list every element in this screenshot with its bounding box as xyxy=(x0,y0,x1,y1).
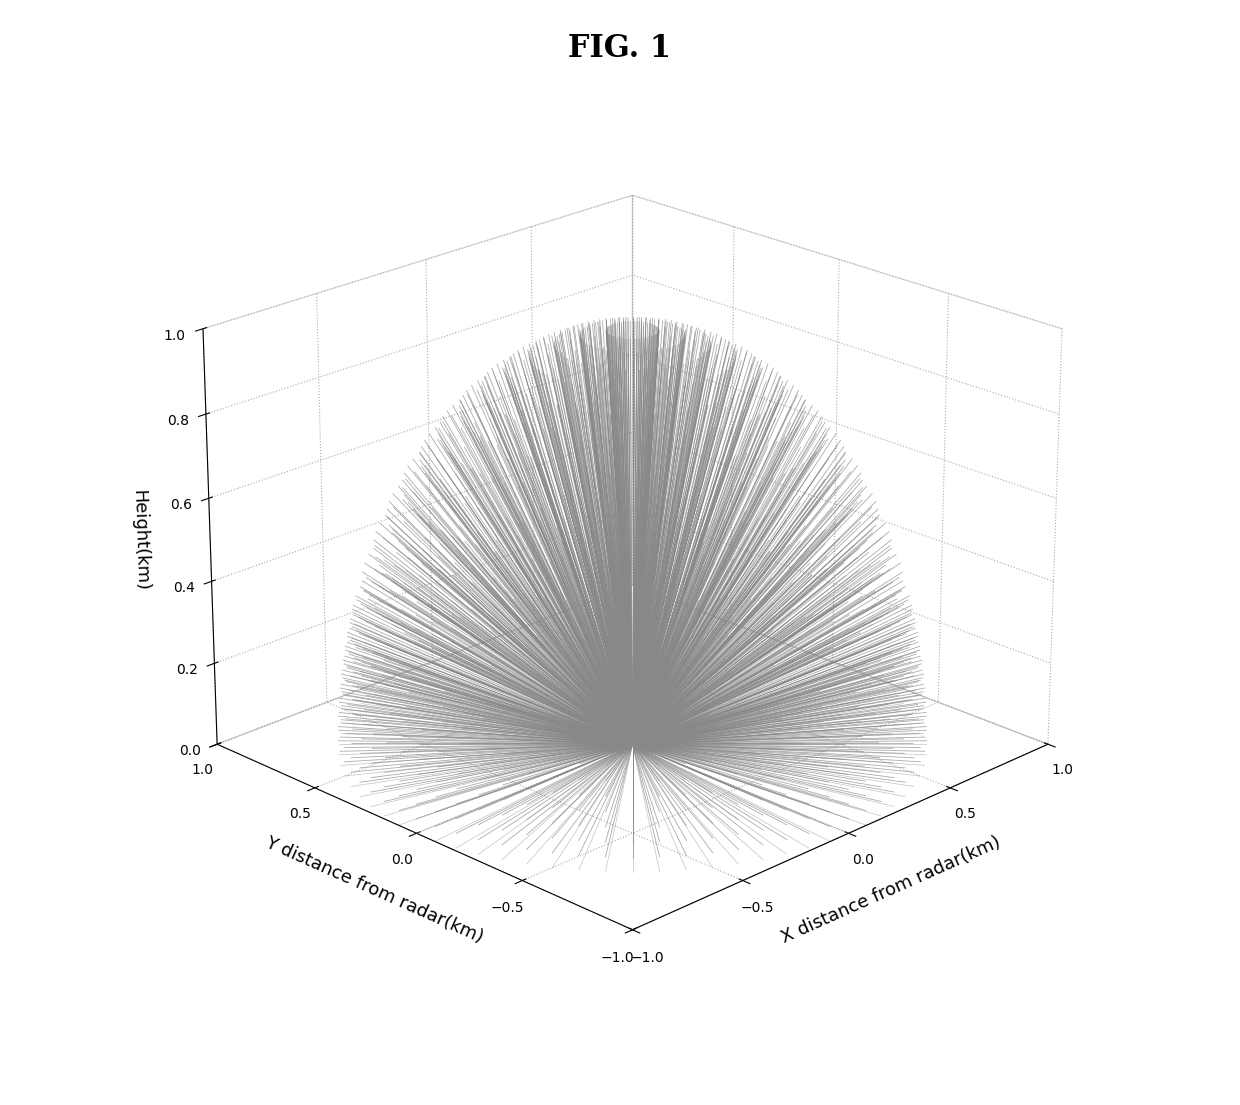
Y-axis label: Y distance from radar(km): Y distance from radar(km) xyxy=(263,834,486,947)
X-axis label: X distance from radar(km): X distance from radar(km) xyxy=(779,833,1003,947)
Text: FIG. 1: FIG. 1 xyxy=(568,33,672,64)
